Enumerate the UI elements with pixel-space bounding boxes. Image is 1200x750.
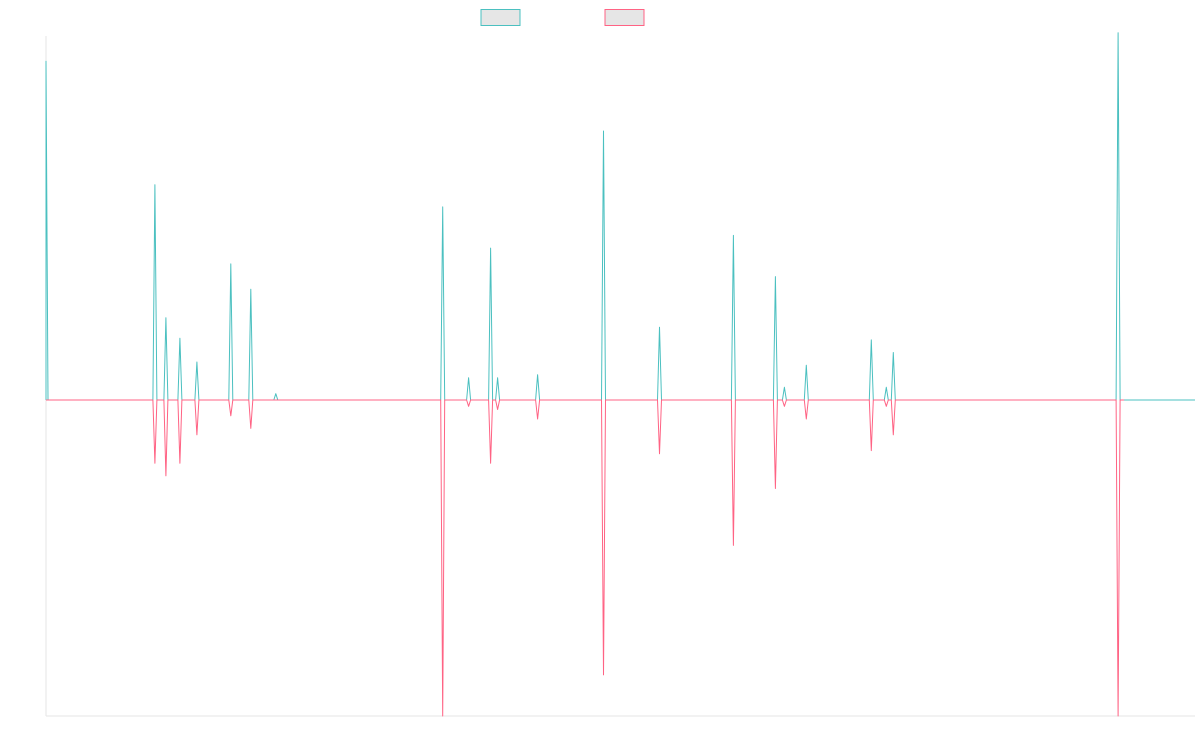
series-line-2 [46,399,1125,717]
axes [45,36,1195,717]
series-line-1 [45,32,1195,401]
series-1-peak-5[interactable] [195,360,199,364]
series-1-peak-1[interactable] [44,59,48,63]
series-1-peak-22[interactable] [884,385,888,389]
series-1-peak-2[interactable] [153,183,157,187]
series-2-peak-10[interactable] [489,461,493,465]
series-1-peak-15[interactable] [602,129,606,133]
series-2-peak-3[interactable] [178,461,182,465]
series-2-peak-20[interactable] [884,404,888,408]
series-2-peak-2[interactable] [164,474,168,478]
series-2-peak-4[interactable] [195,433,199,437]
series-1-peak-4[interactable] [178,336,182,340]
series-2-peak-15[interactable] [731,543,735,547]
series-1-peak-11[interactable] [467,376,471,380]
series-1-peak-13[interactable] [496,376,500,380]
series-2-peak-17[interactable] [782,404,786,408]
series-2-peak-23[interactable] [1120,398,1124,402]
series-2-peak-5[interactable] [229,414,233,418]
series-2-peak-18[interactable] [804,417,808,421]
series-1-peak-8[interactable] [274,392,278,396]
series-1-peak-23[interactable] [891,351,895,355]
series-2-peak-19[interactable] [869,449,873,453]
series-2-peak-13[interactable] [602,673,606,677]
series-2-peak-6[interactable] [249,426,253,430]
series-2-peak-16[interactable] [773,487,777,491]
series-1-peak-20[interactable] [804,363,808,367]
series-group [44,31,1195,718]
series-1-peak-3[interactable] [164,316,168,320]
series-1-peak-10[interactable] [441,205,445,209]
legend-swatch-1[interactable] [480,9,521,26]
series-1-peak-24[interactable] [1116,31,1120,35]
series-1-peak-19[interactable] [782,385,786,389]
series-2-peak-7[interactable] [375,398,379,402]
series-2-peak-21[interactable] [891,433,895,437]
series-2-peak-8[interactable] [441,714,445,718]
series-2-peak-22[interactable] [1116,714,1120,718]
series-2-peak-14[interactable] [658,452,662,456]
series-1-peak-6[interactable] [229,262,233,266]
series-1-peak-16[interactable] [658,325,662,329]
legend[interactable] [480,9,645,26]
series-1-peak-12[interactable] [489,246,493,250]
series-2-peak-1[interactable] [153,461,157,465]
series-1-peak-21[interactable] [869,338,873,342]
series-1-peak-18[interactable] [773,275,777,279]
series-1-peak-17[interactable] [731,233,735,237]
series-2-peak-12[interactable] [536,417,540,421]
series-2-peak-11[interactable] [496,408,500,412]
series-1-peak-14[interactable] [536,373,540,377]
series-2-peak-9[interactable] [467,404,471,408]
series-1-peak-7[interactable] [249,287,253,291]
legend-swatch-2[interactable] [604,9,645,26]
